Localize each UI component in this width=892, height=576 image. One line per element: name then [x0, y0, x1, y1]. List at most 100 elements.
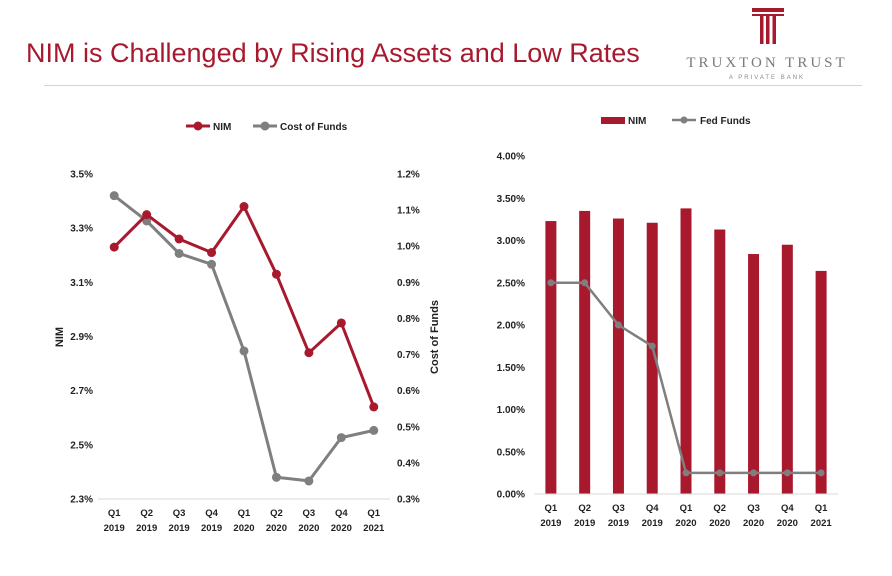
y2-tick-label: 0.4% — [397, 458, 420, 469]
y2-tick-label: 0.3% — [397, 495, 420, 506]
nim-bar — [714, 229, 726, 494]
x-tick-quarter: Q1 — [108, 508, 121, 519]
y-tick-label: 2.3% — [70, 495, 93, 506]
y-tick-label: 2.5% — [70, 440, 93, 451]
x-tick-quarter: Q2 — [578, 503, 591, 514]
legend-nim-label: NIM — [213, 122, 231, 133]
nim-point — [174, 234, 184, 244]
y-tick-label: 3.3% — [70, 224, 93, 235]
fed-funds-point — [614, 321, 622, 329]
x-tick-quarter: Q1 — [815, 503, 828, 514]
logo-name: TRUXTON TRUST — [686, 55, 848, 71]
y-tick-label: 0.00% — [497, 490, 525, 501]
legend-cost-of-funds-marker — [260, 121, 270, 131]
x-tick-year: 2019 — [136, 523, 157, 534]
cost-of-funds-point — [369, 425, 379, 435]
y-tick-label: 2.7% — [70, 386, 93, 397]
x-tick-year: 2019 — [608, 518, 629, 529]
x-tick-year: 2019 — [104, 523, 125, 534]
y-tick-label: 3.5% — [70, 170, 93, 181]
nim-point — [369, 402, 379, 412]
y-tick-label: 0.50% — [497, 447, 525, 458]
fed-funds-point — [716, 469, 724, 477]
nim-bar — [748, 254, 760, 494]
x-tick-quarter: Q2 — [270, 508, 283, 519]
y2-tick-label: 1.0% — [397, 242, 420, 253]
legend-nim-swatch — [601, 117, 625, 124]
nim-point — [207, 248, 217, 258]
fed-funds-point — [750, 469, 758, 477]
x-tick-year: 2020 — [266, 523, 287, 534]
x-tick-year: 2020 — [709, 518, 730, 529]
cost-of-funds-point — [174, 248, 184, 258]
legend-fed-funds-marker — [680, 116, 688, 124]
x-tick-quarter: Q3 — [303, 508, 316, 519]
nim-point — [271, 269, 281, 279]
fed-funds-point — [648, 342, 656, 350]
y-tick-label: 2.50% — [497, 278, 525, 289]
x-tick-quarter: Q1 — [238, 508, 251, 519]
y-tick-label: 3.00% — [497, 236, 525, 247]
y-tick-label: 2.00% — [497, 321, 525, 332]
nim-bar — [545, 221, 557, 494]
x-tick-quarter: Q4 — [781, 503, 794, 514]
nim-point — [142, 210, 152, 220]
y-tick-label: 3.1% — [70, 278, 93, 289]
nim-point — [239, 202, 249, 211]
x-tick-year: 2021 — [811, 518, 833, 529]
x-tick-year: 2020 — [331, 523, 352, 534]
truxton-logo: TRUXTON TRUST A PRIVATE BANK — [672, 6, 862, 84]
x-tick-quarter: Q1 — [545, 503, 558, 514]
legend-nim-marker — [193, 121, 203, 131]
fed-funds-point — [581, 279, 589, 287]
nim-bar — [646, 222, 658, 494]
x-tick-year: 2020 — [233, 523, 254, 534]
slide-title: NIM is Challenged by Rising Assets and L… — [26, 38, 640, 68]
cost-of-funds-point — [239, 346, 249, 356]
y-tick-label: 3.50% — [497, 194, 525, 205]
x-tick-quarter: Q4 — [205, 508, 218, 519]
fed-funds-point — [682, 469, 690, 477]
y-axis-label: NIM — [54, 327, 66, 347]
x-tick-quarter: Q4 — [335, 508, 348, 519]
nim-point — [109, 242, 119, 252]
x-tick-year: 2021 — [363, 523, 385, 534]
fed-funds-point — [783, 469, 791, 477]
cost-of-funds-point — [109, 191, 119, 201]
fed-funds-point — [817, 469, 825, 477]
y2-tick-label: 0.6% — [397, 386, 420, 397]
cost-of-funds-point — [304, 476, 314, 486]
nim-point — [304, 348, 314, 358]
x-tick-year: 2019 — [201, 523, 222, 534]
cost-of-funds-point — [271, 472, 281, 482]
nim-bar — [680, 208, 692, 494]
x-tick-year: 2020 — [777, 518, 798, 529]
x-tick-quarter: Q2 — [713, 503, 726, 514]
x-tick-year: 2020 — [298, 523, 319, 534]
y2-tick-label: 1.2% — [397, 170, 420, 181]
legend-cost-of-funds-label: Cost of Funds — [280, 122, 348, 133]
nim-bar — [781, 244, 793, 494]
cost-of-funds-point — [336, 433, 346, 443]
x-tick-quarter: Q3 — [173, 508, 186, 519]
nim-bar — [815, 270, 827, 494]
y2-tick-label: 0.9% — [397, 278, 420, 289]
x-tick-year: 2019 — [642, 518, 663, 529]
x-tick-quarter: Q3 — [612, 503, 625, 514]
x-tick-quarter: Q4 — [646, 503, 659, 514]
y2-tick-label: 1.1% — [397, 206, 420, 217]
x-tick-year: 2019 — [574, 518, 595, 529]
y2-tick-label: 0.8% — [397, 314, 420, 325]
nim-bar — [579, 210, 591, 495]
y2-tick-label: 0.7% — [397, 350, 420, 361]
y-tick-label: 4.00% — [497, 152, 525, 163]
title-divider — [44, 85, 862, 86]
x-tick-quarter: Q3 — [747, 503, 760, 514]
fed-funds-point — [547, 279, 555, 287]
logo-tagline: A PRIVATE BANK — [728, 75, 806, 81]
nim-bar — [612, 218, 624, 494]
truxton-t-logo-icon — [752, 8, 784, 44]
x-tick-quarter: Q1 — [367, 508, 380, 519]
